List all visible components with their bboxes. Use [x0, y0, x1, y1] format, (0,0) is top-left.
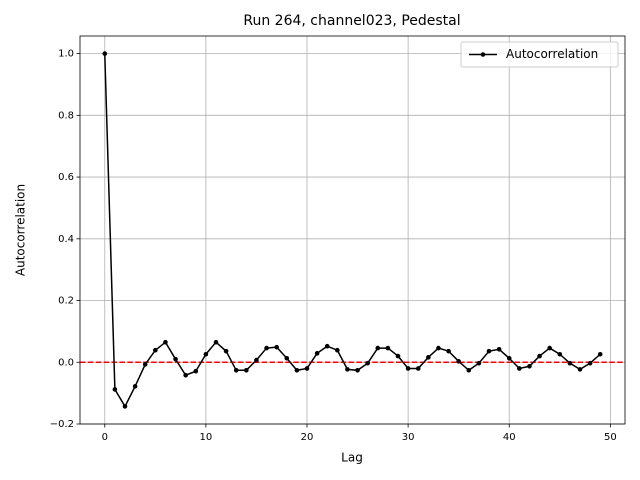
- point: [345, 367, 350, 372]
- point: [233, 367, 239, 373]
- point: [324, 343, 330, 349]
- x-tick-label: 40: [503, 432, 516, 443]
- point: [395, 353, 401, 359]
- point: [436, 345, 441, 351]
- point: [365, 360, 370, 366]
- point: [496, 347, 502, 352]
- point: [405, 366, 411, 371]
- y-tick-label: 0.4: [58, 234, 74, 245]
- y-tick-label: 1.0: [58, 49, 74, 60]
- x-tick-label: 30: [402, 432, 415, 443]
- point: [426, 355, 431, 360]
- point: [375, 345, 381, 351]
- point: [547, 345, 552, 351]
- point: [527, 363, 532, 369]
- point: [142, 362, 148, 367]
- point: [163, 339, 168, 345]
- point: [153, 347, 158, 353]
- point: [385, 345, 391, 351]
- point: [446, 348, 451, 354]
- point: [486, 348, 492, 354]
- point: [304, 366, 310, 371]
- legend-marker: [480, 52, 486, 57]
- point: [213, 339, 219, 345]
- x-tick-label: 20: [301, 432, 314, 443]
- point: [335, 347, 340, 353]
- point: [567, 360, 573, 366]
- x-tick-label: 0: [102, 432, 108, 443]
- point: [597, 351, 603, 357]
- point: [122, 404, 128, 409]
- y-tick-label: 0.2: [58, 296, 74, 307]
- point: [173, 356, 178, 362]
- point: [223, 348, 229, 354]
- point: [506, 355, 512, 361]
- x-axis-label: Lag: [341, 451, 363, 465]
- point: [587, 360, 593, 366]
- point: [476, 360, 482, 366]
- point: [577, 367, 583, 372]
- point: [537, 353, 542, 359]
- point: [203, 351, 209, 357]
- plot-frame: [79, 35, 626, 425]
- point: [183, 372, 188, 378]
- y-tick-label: 0.0: [58, 357, 74, 368]
- point: [456, 359, 461, 364]
- point: [274, 344, 279, 350]
- point: [244, 367, 249, 373]
- point: [355, 367, 360, 373]
- point: [415, 366, 421, 371]
- chart-title: Run 264, channel023, Pedestal: [243, 13, 460, 29]
- point: [314, 351, 320, 356]
- legend-box: [460, 41, 619, 68]
- point: [112, 387, 118, 392]
- point: [254, 357, 259, 363]
- point: [264, 345, 269, 351]
- point: [284, 355, 290, 361]
- point: [294, 367, 300, 373]
- x-tick-label: 10: [200, 432, 213, 443]
- legend-label: Autocorrelation: [506, 47, 598, 61]
- point: [517, 366, 522, 371]
- point: [132, 384, 138, 389]
- point: [102, 51, 108, 56]
- point: [557, 351, 563, 357]
- point: [466, 367, 472, 373]
- point: [193, 368, 199, 374]
- y-tick-label: 0.8: [58, 110, 74, 121]
- x-tick-label: 50: [604, 432, 617, 443]
- y-tick-label: 0.6: [58, 172, 74, 183]
- y-axis-label: Autocorrelation: [14, 184, 28, 276]
- y-tick-label: −0.2: [50, 419, 74, 430]
